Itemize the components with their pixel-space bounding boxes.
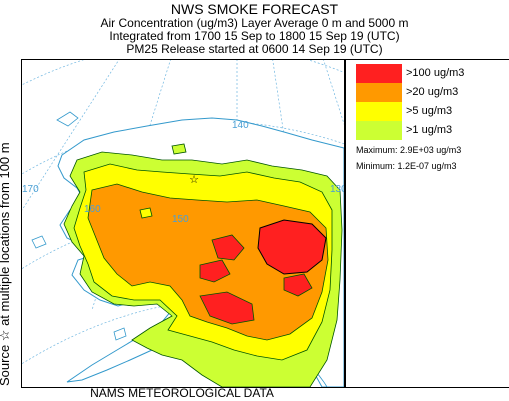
lon-label: 150 <box>172 214 189 225</box>
maximum-value: Maximum: 2.9E+03 ug/m3 <box>356 145 462 155</box>
source-star-icon: ☆ <box>189 174 199 186</box>
contour-gt100 <box>199 291 255 325</box>
contour-gt100 <box>211 234 245 261</box>
contour-gt100 <box>283 273 313 297</box>
lon-label: 130 <box>330 184 344 195</box>
island-outline <box>56 111 79 127</box>
lon-label: 170 <box>22 184 39 195</box>
legend-item-gt20: >20 ug/m3 <box>356 83 504 102</box>
legend-swatch <box>356 121 402 140</box>
legend-label: >20 ug/m3 <box>406 86 459 98</box>
island-outline <box>31 235 47 249</box>
map-svg: ☆ 170 160 150 140 130 <box>22 60 344 387</box>
island-outline <box>113 327 127 341</box>
legend-label: >100 ug/m3 <box>406 67 465 79</box>
legend: >100 ug/m3 >20 ug/m3 >5 ug/m3 >1 ug/m3 M… <box>345 59 509 388</box>
legend-item-gt100: >100 ug/m3 <box>356 64 504 83</box>
smoke-map: ☆ 170 160 150 140 130 <box>21 59 345 388</box>
legend-label: >5 ug/m3 <box>406 105 453 117</box>
concentration-layer-line: Air Concentration (ug/m3) Layer Average … <box>100 16 409 30</box>
legend-swatch <box>356 83 402 102</box>
lon-label: 140 <box>232 120 249 131</box>
lon-label: 160 <box>84 204 101 215</box>
legend-item-gt5: >5 ug/m3 <box>356 102 504 121</box>
legend-swatch <box>356 102 402 121</box>
integration-period-line: Integrated from 1700 15 Sep to 1800 15 S… <box>109 29 400 43</box>
legend-swatch <box>356 64 402 83</box>
contour-gt100 <box>257 219 327 275</box>
legend-item-gt1: >1 ug/m3 <box>356 121 504 140</box>
source-label: Source ☆ at multiple locations from 100 … <box>0 142 12 386</box>
contour-gt5 <box>139 207 153 219</box>
contour-gt1 <box>171 143 187 155</box>
release-start-line: PM25 Release started at 0600 14 Sep 19 (… <box>126 42 383 56</box>
legend-label: >1 ug/m3 <box>406 124 453 136</box>
meteorological-data-label: NAMS METEOROLOGICAL DATA <box>90 386 274 400</box>
contour-gt20 <box>87 183 329 341</box>
map-title: NWS SMOKE FORECAST <box>170 1 339 17</box>
contour-gt100 <box>199 259 231 283</box>
minimum-value: Minimum: 1.2E-07 ug/m3 <box>356 161 457 171</box>
concentration-contours <box>63 143 343 387</box>
